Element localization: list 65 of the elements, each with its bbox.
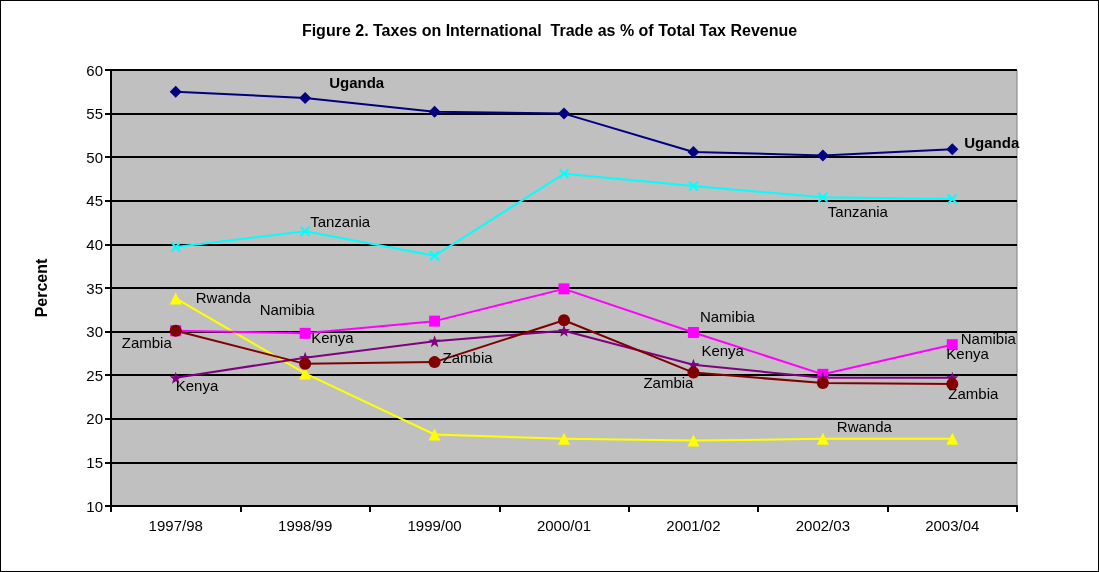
y-tick-label: 25 — [86, 366, 103, 384]
point — [169, 85, 182, 98]
point — [816, 377, 829, 390]
text: Kenya — [701, 341, 744, 359]
point — [816, 432, 829, 445]
point — [299, 327, 311, 339]
point — [170, 241, 182, 253]
y-tick-label: 10 — [86, 497, 103, 515]
point — [558, 314, 570, 327]
text: Tanzania — [827, 203, 888, 221]
y-tick-label: 30 — [86, 323, 103, 341]
series-label: Tanzania — [310, 213, 371, 231]
x-tick-label: 2001/02 — [666, 517, 721, 534]
y-tick-label: 45 — [86, 192, 103, 210]
point — [429, 250, 441, 262]
y-axis-title: Percent — [32, 257, 50, 318]
point — [299, 357, 312, 370]
point — [946, 432, 959, 445]
point — [687, 180, 699, 192]
y-tick-label: 35 — [86, 279, 103, 297]
text: Zambia — [643, 373, 694, 391]
point — [428, 356, 441, 369]
y-tick-label: 20 — [86, 410, 103, 428]
series-label: Kenya — [175, 376, 219, 394]
point — [169, 292, 182, 305]
point — [299, 225, 311, 237]
point — [687, 366, 700, 379]
x-tick-label: 2003/04 — [925, 517, 980, 534]
series-label: Rwanda — [195, 289, 252, 307]
x-tick-label: 2002/03 — [795, 517, 850, 534]
point — [946, 143, 959, 156]
point — [429, 315, 441, 327]
chart-title: Figure 2. Taxes on International Trade as % of Total Tax Revenue — [301, 21, 798, 39]
text: Rwanda — [836, 417, 892, 435]
x-tick-label: 2000/01 — [536, 517, 592, 534]
point — [816, 149, 829, 162]
text: Kenya — [311, 328, 354, 346]
point — [558, 432, 570, 445]
text: Zambia — [948, 384, 999, 402]
y-tick-label: 15 — [86, 453, 103, 471]
point — [428, 105, 441, 118]
text: Zambia — [442, 349, 493, 367]
point — [687, 145, 700, 158]
y-tick-label: 40 — [86, 235, 103, 253]
point — [558, 283, 570, 295]
x-tick-label: 1998/99 — [278, 517, 333, 534]
point — [946, 193, 958, 205]
point — [558, 168, 570, 180]
point — [299, 91, 312, 104]
point — [428, 428, 441, 441]
text: Namibia — [259, 300, 315, 318]
point — [687, 326, 699, 338]
series-label: Uganda — [964, 134, 1020, 152]
text: Uganda — [329, 73, 385, 91]
series-label: Namibia — [699, 307, 756, 325]
point — [817, 191, 829, 203]
series-label: Zambia — [121, 333, 173, 351]
y-tick-label: 55 — [86, 105, 103, 123]
point — [687, 434, 700, 447]
x-tick-label: 1999/00 — [407, 517, 462, 534]
y-tick-label: 60 — [86, 61, 103, 79]
y-tick-label: 50 — [86, 148, 103, 166]
point — [558, 107, 570, 120]
x-tick-label: 1997/98 — [148, 517, 203, 534]
point — [428, 335, 441, 348]
